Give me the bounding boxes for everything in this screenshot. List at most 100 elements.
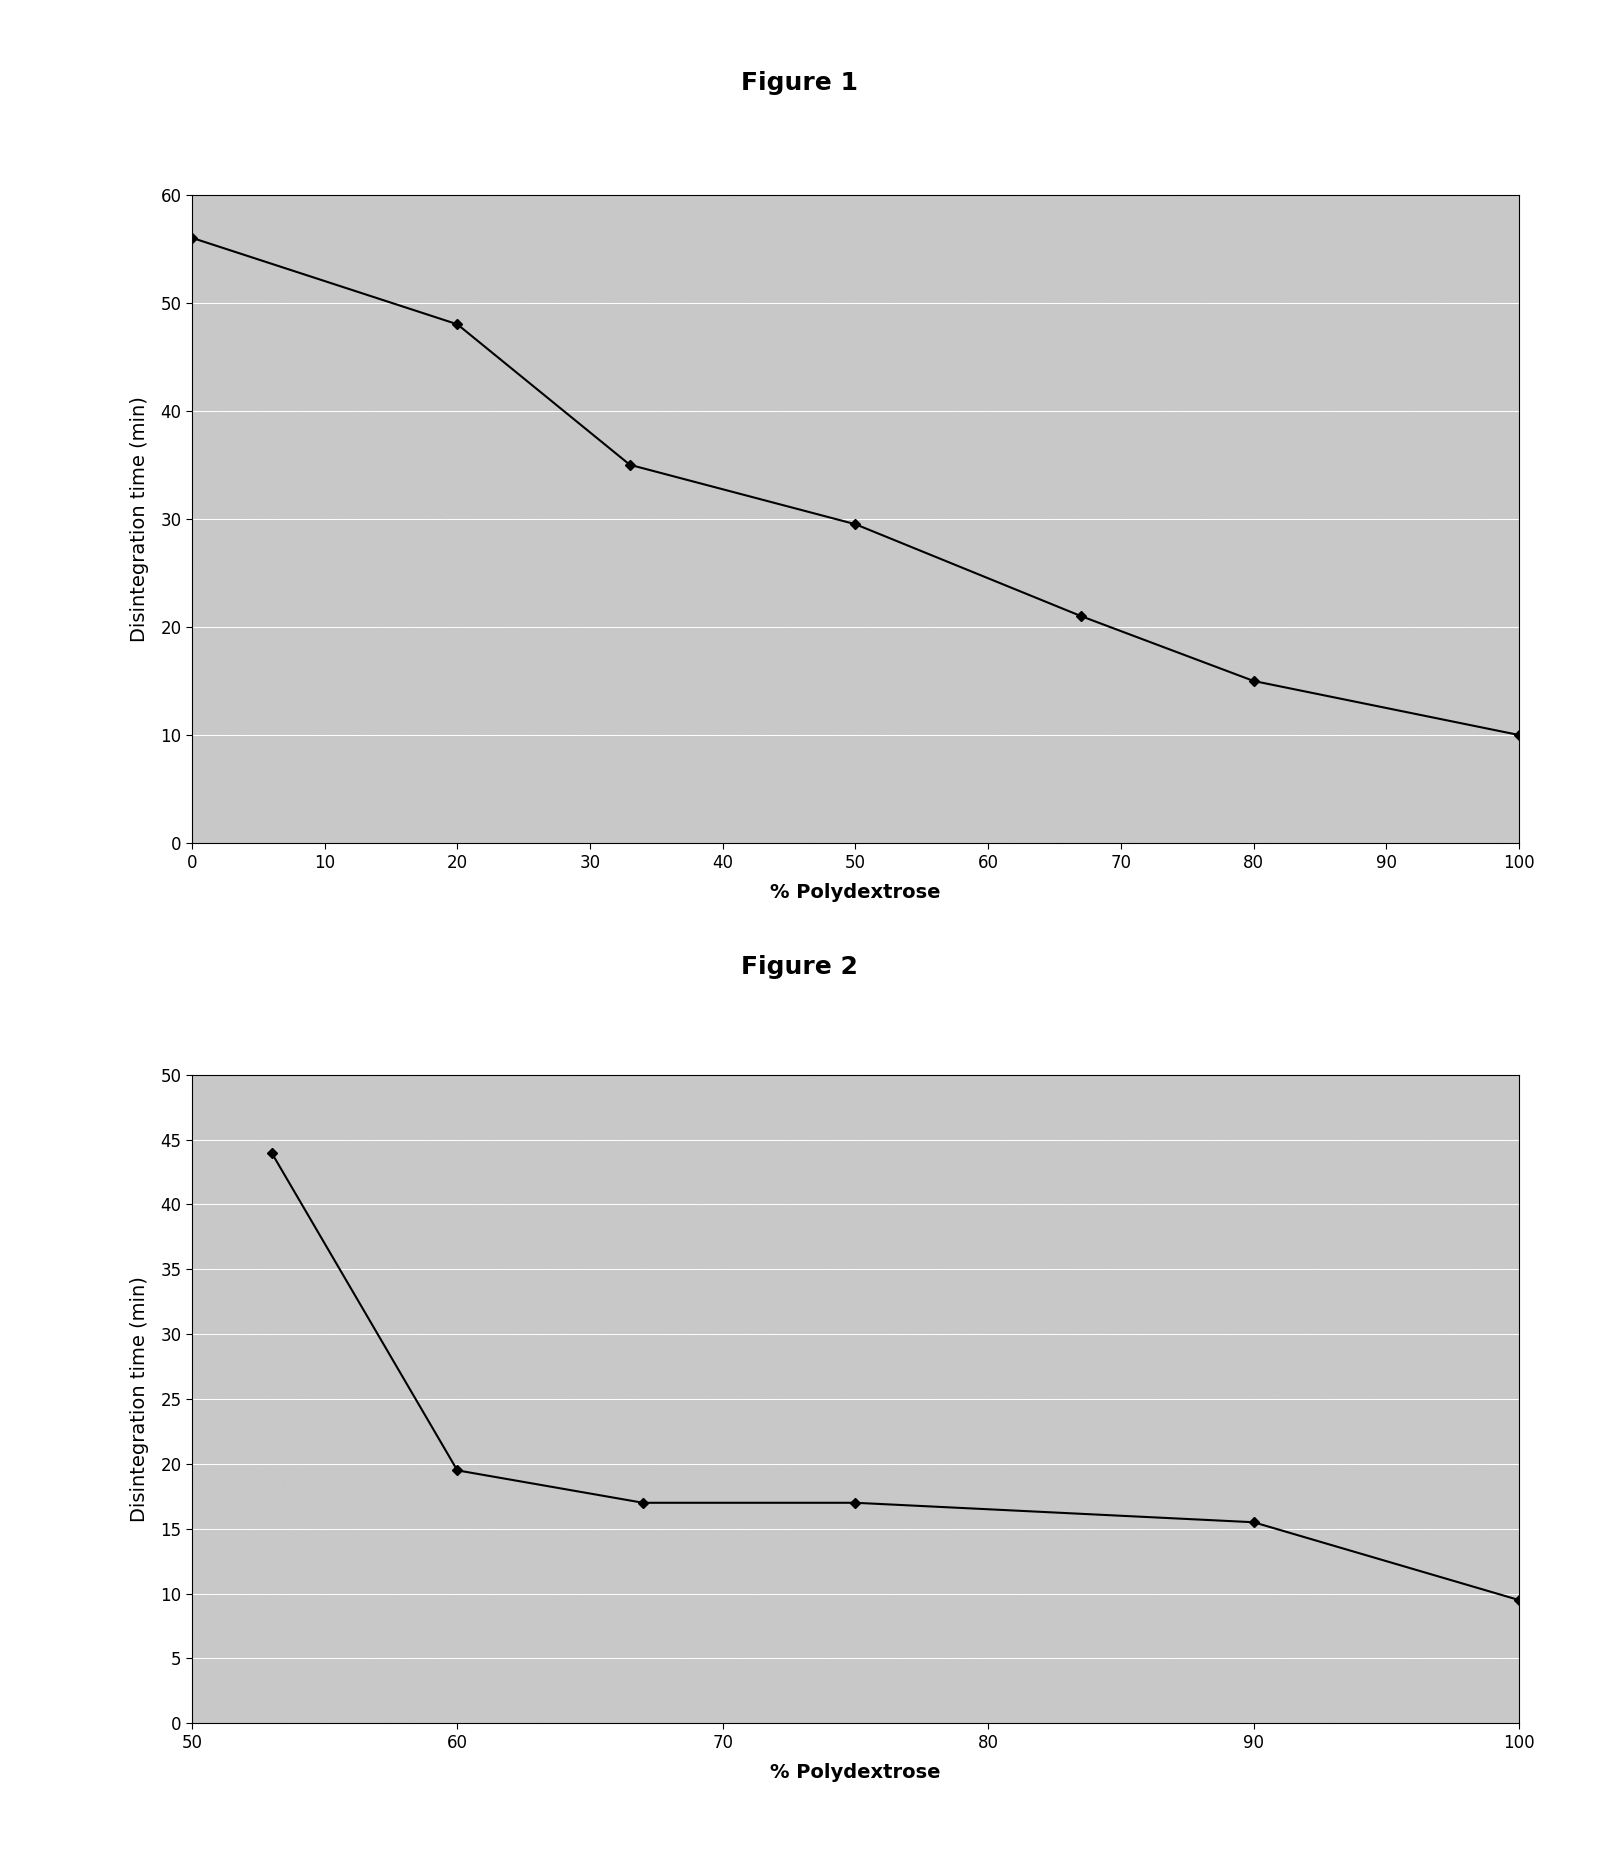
Point (975, 663, 1001, 693)
Point (1506, 1167, 1532, 1197)
Point (704, 1464, 729, 1494)
Point (569, 1601, 595, 1631)
Point (545, 1182, 571, 1212)
Point (1003, 723, 1028, 752)
Point (465, 1632, 491, 1662)
Point (408, 548, 433, 578)
Point (747, 726, 772, 756)
Point (494, 182, 520, 211)
Point (189, 406, 214, 435)
Point (632, 1343, 657, 1373)
Point (502, 1190, 528, 1219)
Point (753, 1162, 779, 1191)
Point (899, 1623, 924, 1653)
Point (881, 300, 907, 330)
Point (465, 274, 491, 304)
Point (1014, 1191, 1039, 1221)
Point (673, 591, 699, 621)
Point (617, 524, 643, 554)
Point (1461, 1193, 1487, 1223)
Point (534, 450, 560, 480)
Point (929, 754, 955, 784)
Point (638, 1197, 664, 1227)
Point (331, 256, 357, 285)
Point (1362, 361, 1388, 391)
Point (1466, 1421, 1492, 1451)
Point (1338, 439, 1364, 469)
Point (352, 649, 377, 678)
Point (852, 806, 878, 836)
Point (483, 1245, 508, 1275)
Point (670, 1069, 696, 1099)
Point (854, 595, 879, 624)
Point (1031, 1651, 1057, 1681)
Point (899, 202, 924, 232)
Point (1278, 550, 1303, 580)
Point (772, 356, 798, 385)
Point (1324, 195, 1350, 224)
Point (425, 1395, 451, 1425)
Point (1116, 1616, 1142, 1645)
Point (253, 1495, 278, 1525)
Point (467, 369, 492, 398)
Point (334, 356, 360, 385)
Point (736, 321, 761, 350)
Point (1474, 1236, 1500, 1266)
Point (1468, 213, 1493, 243)
Point (1025, 1303, 1051, 1332)
Point (873, 1634, 899, 1664)
Point (512, 641, 537, 671)
Point (710, 497, 736, 526)
Point (1170, 1364, 1196, 1393)
Point (262, 812, 288, 841)
Point (1326, 511, 1351, 541)
Point (229, 600, 254, 630)
Point (1359, 1262, 1385, 1292)
Point (1263, 1078, 1289, 1108)
Point (863, 1273, 889, 1303)
Point (1116, 1664, 1142, 1694)
Point (807, 435, 833, 465)
Point (1434, 1329, 1460, 1358)
Point (1477, 1419, 1503, 1449)
Point (657, 1536, 683, 1566)
Point (1428, 1264, 1453, 1293)
Point (831, 1173, 857, 1203)
Point (1468, 1356, 1493, 1386)
Point (760, 1503, 785, 1532)
Point (1458, 1453, 1484, 1482)
Point (1238, 1266, 1263, 1295)
Point (1383, 280, 1409, 309)
Point (953, 1607, 979, 1636)
Point (569, 1371, 595, 1401)
Point (1254, 1369, 1279, 1399)
Point (584, 1527, 609, 1557)
Point (472, 1303, 497, 1332)
Point (1433, 793, 1458, 823)
Point (363, 348, 389, 378)
Point (275, 641, 301, 671)
Point (1314, 1345, 1340, 1375)
Point (1022, 717, 1047, 747)
Point (681, 1101, 707, 1130)
Point (344, 1540, 369, 1569)
Point (710, 1607, 736, 1636)
Point (1321, 1621, 1346, 1651)
Point (959, 1610, 985, 1640)
Point (939, 252, 964, 282)
Point (526, 1182, 552, 1212)
Point (1302, 467, 1327, 497)
Point (1266, 1545, 1292, 1575)
Point (344, 215, 369, 245)
Point (216, 1616, 241, 1645)
Point (619, 1154, 644, 1184)
Point (326, 608, 352, 637)
Point (230, 1169, 256, 1199)
Point (310, 1705, 336, 1734)
Point (606, 1653, 632, 1683)
Point (758, 1084, 784, 1114)
Point (1497, 1116, 1522, 1145)
Point (545, 1254, 571, 1284)
Point (401, 228, 427, 258)
Point (1132, 1127, 1158, 1156)
